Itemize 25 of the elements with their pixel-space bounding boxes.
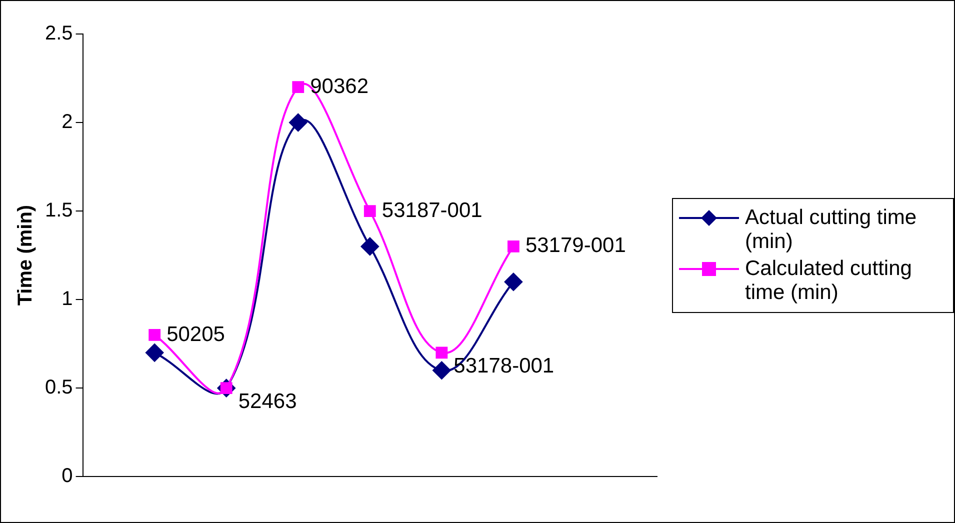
point xyxy=(146,344,164,362)
point xyxy=(292,81,304,94)
point xyxy=(289,114,308,132)
legend-label: Calculated cutting time (min) xyxy=(745,257,913,305)
y-axis-title: Time (min) xyxy=(14,204,37,306)
point xyxy=(360,237,379,256)
point xyxy=(508,240,520,252)
annotation: 50205 xyxy=(166,322,225,346)
annotation: 90362 xyxy=(310,74,369,98)
point xyxy=(432,361,451,380)
annotation: 53179-001 xyxy=(525,234,626,258)
y-tick-label: 2 xyxy=(62,111,73,134)
point xyxy=(436,346,448,359)
legend-label: Actual cutting time (min) xyxy=(745,206,918,254)
y-tick-label: 1.5 xyxy=(44,200,73,222)
y-tick-label: 2.5 xyxy=(44,22,73,45)
y-tick-label: 0.5 xyxy=(44,376,73,399)
annotation: 52463 xyxy=(238,390,297,413)
annotation: 53187-001 xyxy=(382,198,482,222)
y-tick-label: 1 xyxy=(62,288,73,310)
point xyxy=(364,205,376,217)
y-tick-label: 0 xyxy=(62,465,73,488)
point xyxy=(504,272,522,291)
point xyxy=(148,329,161,341)
annotation: 53178-001 xyxy=(454,354,554,378)
